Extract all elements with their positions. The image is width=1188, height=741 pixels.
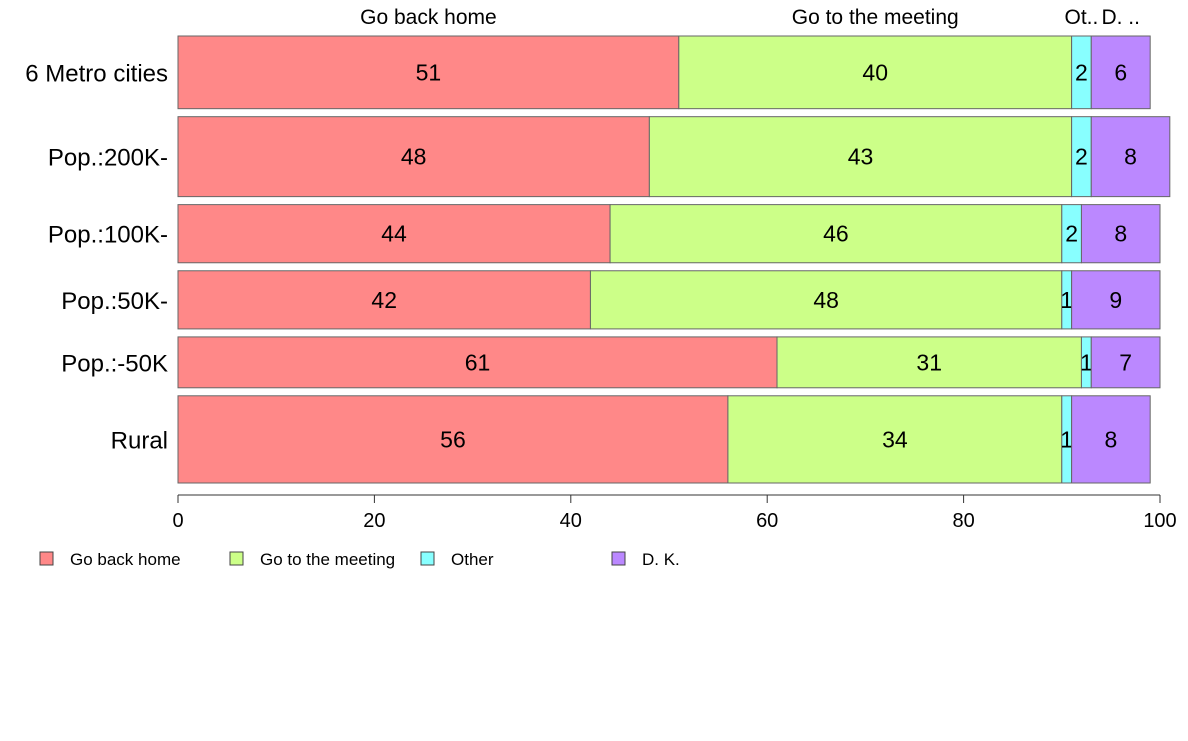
legend-label: Other [451, 550, 494, 569]
data-label: 8 [1124, 144, 1137, 170]
legend-label: Go to the meeting [260, 550, 395, 569]
bar-segment [776, 336, 1082, 389]
bar-segment [1071, 395, 1151, 484]
data-label: 1 [1060, 426, 1073, 452]
bar-segment [1090, 336, 1161, 389]
data-label: 42 [371, 287, 397, 313]
data-label: 7 [1119, 349, 1132, 375]
x-tick-label: 40 [560, 510, 582, 532]
bar-segment [609, 204, 1063, 264]
legend-swatch [39, 551, 54, 566]
top-series-label: Go to the meeting [792, 6, 959, 29]
bar-segment [1071, 270, 1161, 330]
top-series-label: Ot.. [1065, 6, 1099, 29]
legend: Go back home Go to the meeting Other D. K. [39, 550, 680, 569]
bar-segment [648, 116, 1073, 198]
data-label: 51 [416, 59, 442, 85]
legend-swatch [611, 551, 626, 566]
legend-item: Other [420, 550, 494, 569]
data-label: 8 [1105, 426, 1118, 452]
bar-row: 44 46 2 8 [177, 204, 1161, 264]
bar-row: 48 43 2 8 [177, 116, 1171, 198]
data-label: 31 [916, 349, 942, 375]
data-label: 1 [1060, 287, 1073, 313]
data-label: 34 [882, 426, 908, 452]
legend-item: Go to the meeting [229, 550, 395, 569]
data-label: 48 [401, 144, 427, 170]
data-label: 6 [1114, 59, 1127, 85]
category-label: Pop.:200K- [48, 145, 168, 172]
bar-row: 61 31 1 7 [177, 336, 1161, 389]
bar-segment [589, 270, 1063, 330]
bar-segment [177, 35, 680, 110]
bar-row: 56 34 1 8 [177, 395, 1151, 484]
data-label: 9 [1109, 287, 1122, 313]
bar-segment [678, 35, 1073, 110]
top-series-label: Go back home [360, 6, 497, 29]
bar-segment [727, 395, 1063, 484]
legend-item: Go back home [39, 550, 181, 569]
data-label: 8 [1114, 221, 1127, 247]
legend-label: Go back home [70, 550, 181, 569]
bar-segment [177, 336, 778, 389]
data-label: 56 [440, 426, 466, 452]
data-label: 44 [381, 221, 407, 247]
bar-segment [1090, 116, 1171, 198]
data-label: 40 [862, 59, 888, 85]
category-label: Pop.:100K- [48, 222, 168, 249]
category-label: Rural [111, 427, 168, 454]
data-label: 46 [823, 221, 849, 247]
data-label: 48 [813, 287, 839, 313]
legend-swatch [229, 551, 244, 566]
x-tick-label: 20 [363, 510, 385, 532]
bar-segment [1080, 204, 1161, 264]
x-tick-label: 100 [1143, 510, 1176, 532]
bar-segment [177, 395, 729, 484]
data-label: 1 [1080, 349, 1093, 375]
legend-swatch [420, 551, 435, 566]
category-label: Pop.:50K- [61, 288, 168, 315]
bar-segment [177, 270, 591, 330]
x-axis: 0 20 40 60 80 100 [172, 494, 1177, 532]
bar-segment [1090, 35, 1151, 110]
x-tick-label: 60 [756, 510, 778, 532]
legend-item: D. K. [611, 550, 680, 569]
bar-row: 51 40 2 6 [177, 35, 1151, 110]
category-labels: 6 Metro cities Pop.:200K- Pop.:100K- Pop.:5… [25, 60, 168, 454]
data-label: 2 [1065, 221, 1078, 247]
data-label: 43 [848, 144, 874, 170]
bar-segment [177, 116, 650, 198]
legend-label: D. K. [642, 550, 680, 569]
data-label: 2 [1075, 144, 1088, 170]
bar-segment [177, 204, 611, 264]
top-series-label: D. .. [1101, 6, 1140, 29]
x-tick-label: 0 [172, 510, 183, 532]
bars: 51 40 2 648 43 2 844 46 2 842 48 1 961 31 1 756 34 1 8 [177, 35, 1171, 484]
x-tick-label: 80 [952, 510, 974, 532]
data-label: 61 [465, 349, 491, 375]
data-label: 2 [1075, 59, 1088, 85]
category-label: Pop.:-50K [61, 350, 168, 377]
bar-row: 42 48 1 9 [177, 270, 1161, 330]
top-labels: Go back home Go to the meeting Ot.. D. .. [360, 6, 1140, 29]
category-label: 6 Metro cities [25, 60, 168, 87]
